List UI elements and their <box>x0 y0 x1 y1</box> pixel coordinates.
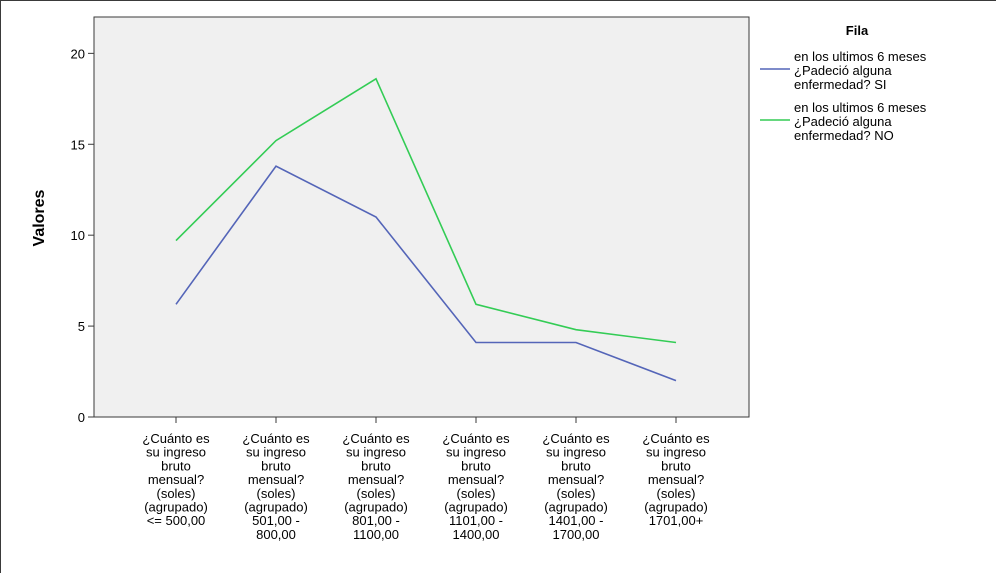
legend-title: Fila <box>846 23 869 38</box>
x-category-label: ¿Cuánto es su ingreso bruto mensual? (soles)… <box>342 431 410 542</box>
y-axis-title: Valores <box>31 189 48 246</box>
y-tick-label: 10 <box>71 228 85 243</box>
y-tick-label: 20 <box>71 46 85 61</box>
series-line-1 <box>175 165 677 382</box>
series-line-2 <box>175 77 677 344</box>
legend-label-2: en los ultimos 6 meses ¿Padeció alguna enf… <box>794 100 927 143</box>
y-tick-label: 15 <box>71 137 85 152</box>
x-category-label: ¿Cuánto es su ingreso bruto mensual? (soles)… <box>542 431 610 542</box>
x-category-label: ¿Cuánto es su ingreso bruto mensual? (soles)… <box>242 431 310 542</box>
x-category-label: ¿Cuánto es su ingreso bruto mensual? (soles)… <box>142 431 210 528</box>
series-layer <box>175 77 677 382</box>
y-axis: 0 5 10 15 20 <box>71 46 94 425</box>
legend: Fila en los ultimos 6 meses ¿Padeció algu… <box>760 23 927 143</box>
y-tick-label: 5 <box>78 319 85 334</box>
x-category-label: ¿Cuánto es su ingreso bruto mensual? (soles)… <box>442 431 510 542</box>
y-tick-label: 0 <box>78 410 85 425</box>
x-axis: ¿Cuánto es su ingreso bruto mensual? (soles)… <box>142 417 710 542</box>
plot-area <box>93 16 750 418</box>
x-category-label: ¿Cuánto es su ingreso bruto mensual? (soles)… <box>642 431 710 528</box>
legend-label-1: en los ultimos 6 meses ¿Padeció alguna enf… <box>794 49 927 92</box>
